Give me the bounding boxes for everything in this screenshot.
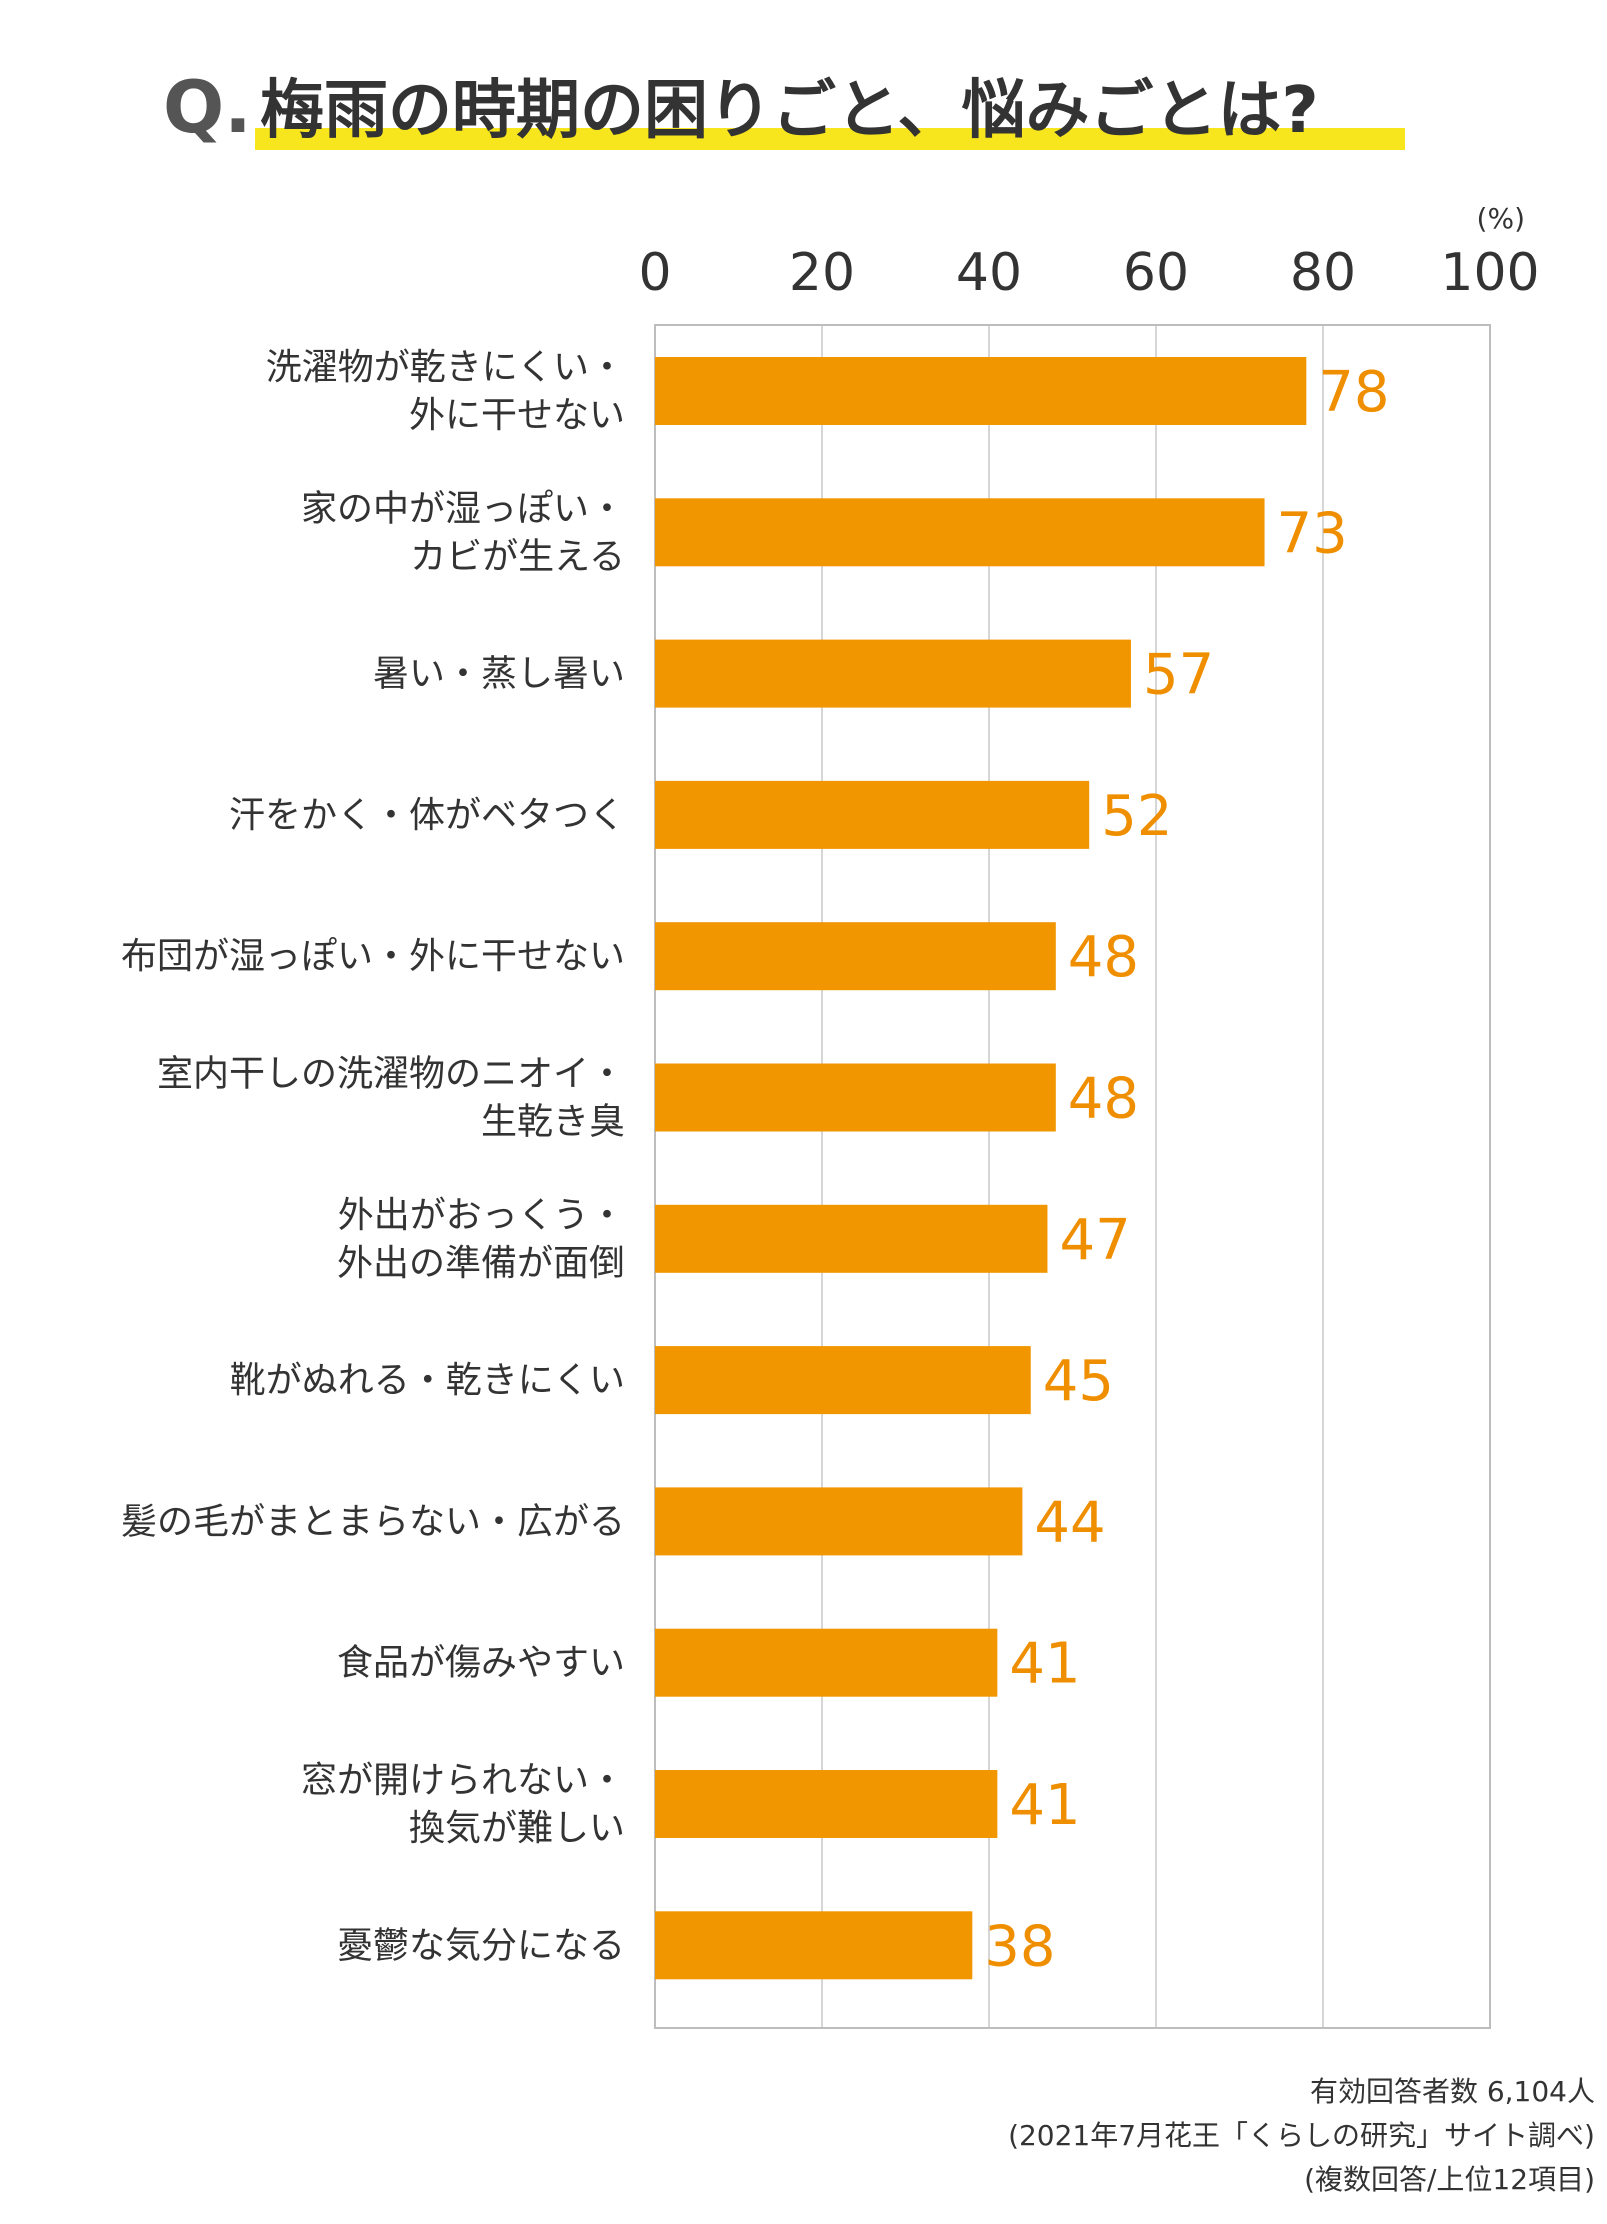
category-label-8-line-1: 靴がぬれる・乾きにくい — [230, 1360, 625, 1401]
value-label-2: 73 — [1277, 501, 1348, 566]
footer-notes: 有効回答者数 6,104人 (2021年7月花王「くらしの研究」サイト調べ) (… — [1008, 2070, 1595, 2202]
x-tick-label-0: 0 — [638, 243, 671, 303]
x-tick-label-60: 60 — [1123, 243, 1189, 303]
category-label-6-line-2: 生乾き臭 — [481, 1102, 625, 1143]
category-label-1-line-2: 外に干せない — [409, 395, 625, 436]
bar-chart: 0 20 40 60 80 100 (%) 78 洗濯物が乾きにくい・外に干せない 73 家の中が湿… — [121, 202, 1540, 2029]
category-label-1-line-1: 洗濯物が乾きにくい・ — [266, 347, 625, 388]
bar-1 — [655, 357, 1307, 425]
x-tick-label-80: 80 — [1290, 243, 1356, 303]
value-label-1: 78 — [1318, 360, 1389, 425]
bar-9 — [655, 1487, 1023, 1556]
category-label-4-line-1: 汗をかく・体がベタつく — [229, 795, 625, 836]
chart-title: 梅雨の時期の困りごと、悩みごとは? — [260, 74, 1319, 148]
title-prefix: Q. — [163, 65, 252, 149]
value-label-8: 45 — [1043, 1349, 1114, 1414]
value-label-6: 48 — [1068, 1067, 1139, 1132]
category-label-10-line-1: 食品が傷みやすい — [337, 1643, 625, 1684]
bar-6 — [655, 1063, 1056, 1132]
category-label-7-line-1: 外出がおっくう・ — [338, 1195, 625, 1236]
axis-unit-label: (%) — [1477, 202, 1525, 235]
value-label-5: 48 — [1068, 925, 1139, 990]
bar-7 — [655, 1204, 1048, 1273]
bar-2 — [655, 498, 1265, 567]
value-label-12: 38 — [984, 1914, 1055, 1979]
bar-12 — [655, 1911, 973, 1980]
x-tick-label-20: 20 — [789, 243, 855, 303]
x-tick-label-40: 40 — [956, 243, 1022, 303]
footer-note: (複数回答/上位12項目) — [1304, 2163, 1595, 2196]
category-label-6-line-1: 室内干しの洗濯物のニオイ・ — [157, 1054, 625, 1095]
plot-frame — [654, 324, 1491, 2029]
category-label-11-line-2: 換気が難しい — [409, 1808, 625, 1849]
category-label-12-line-1: 憂鬱な気分になる — [337, 1925, 625, 1966]
bar-5 — [655, 922, 1056, 991]
category-label-3-line-1: 暑い・蒸し暑い — [373, 654, 625, 695]
bar-3 — [655, 639, 1131, 708]
category-label-2-line-1: 家の中が湿っぽい・ — [301, 488, 625, 529]
bar-8 — [655, 1346, 1031, 1415]
x-tick-label-100: 100 — [1440, 243, 1539, 303]
bar-11 — [655, 1770, 998, 1838]
bar-10 — [655, 1628, 998, 1697]
category-label-9-line-1: 髪の毛がまとまらない・広がる — [121, 1501, 625, 1542]
value-label-11: 41 — [1009, 1773, 1080, 1838]
category-label-2-line-2: カビが生える — [410, 536, 625, 577]
footer-respondents: 有効回答者数 6,104人 — [1309, 2075, 1595, 2108]
value-label-7: 47 — [1059, 1208, 1130, 1273]
title-highlight — [255, 128, 1405, 150]
category-label-7-line-2: 外出の準備が面倒 — [337, 1243, 625, 1284]
footer-source: (2021年7月花王「くらしの研究」サイト調べ) — [1008, 2119, 1595, 2152]
value-label-9: 44 — [1034, 1490, 1105, 1555]
category-label-5-line-1: 布団が湿っぽい・外に干せない — [121, 936, 625, 977]
bar-4 — [655, 780, 1090, 849]
value-label-4: 52 — [1101, 784, 1172, 849]
category-label-11-line-1: 窓が開けられない・ — [301, 1760, 625, 1801]
value-label-10: 41 — [1009, 1632, 1080, 1697]
value-label-3: 57 — [1143, 643, 1214, 708]
